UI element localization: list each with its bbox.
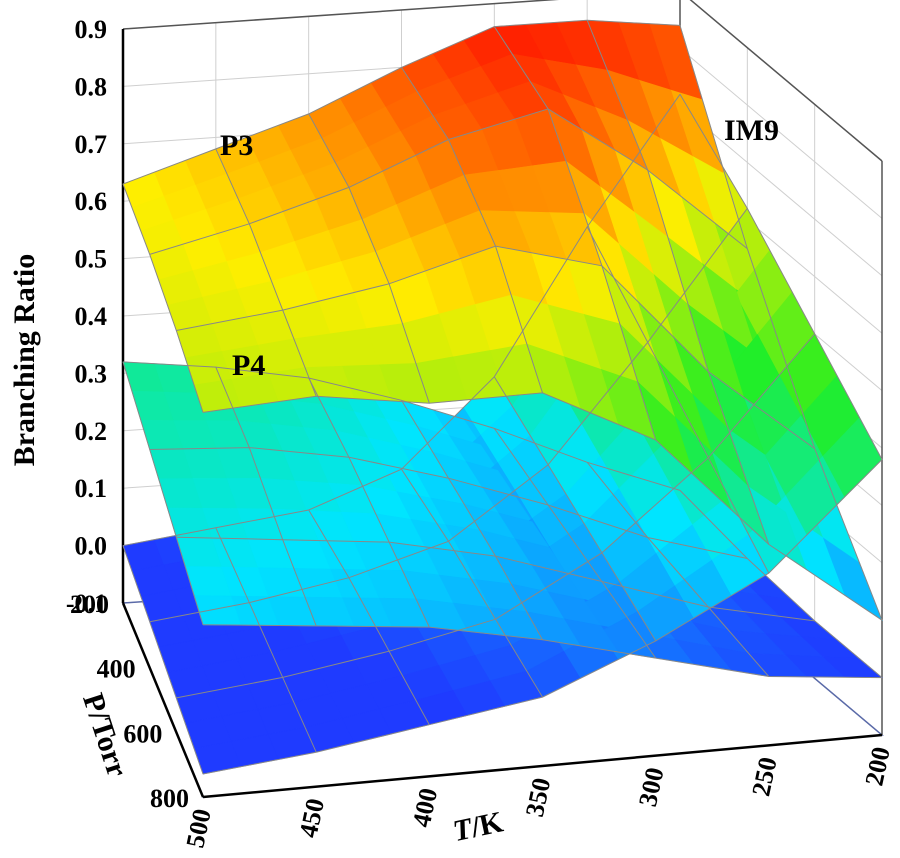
t-tick-label: 300 bbox=[633, 765, 669, 809]
mesh-line-p4 bbox=[202, 624, 883, 679]
frame-edge-top bbox=[122, 0, 883, 162]
mesh-line-p4 bbox=[149, 447, 748, 559]
t-tick-label: 450 bbox=[294, 796, 330, 840]
mesh-line-p4 bbox=[586, 461, 770, 677]
series-label-p3: P3 bbox=[220, 129, 253, 162]
z-tick-label: 0.2 bbox=[75, 417, 108, 446]
mesh-line-im9 bbox=[679, 94, 883, 460]
z-tick-label: 0.9 bbox=[75, 15, 108, 44]
p-tick-label: 400 bbox=[97, 655, 136, 684]
mesh-line-im9 bbox=[308, 509, 430, 725]
mesh-line-p3 bbox=[176, 245, 815, 450]
mesh-line-im9 bbox=[122, 94, 681, 547]
mesh-line-p4 bbox=[308, 377, 430, 628]
mesh-line-p3 bbox=[202, 392, 883, 621]
mesh-line-p3 bbox=[586, 20, 770, 545]
mesh-line-im9 bbox=[122, 545, 204, 775]
x-axis-title-unit: /K bbox=[467, 805, 506, 844]
p-tick-label: 600 bbox=[123, 719, 162, 748]
mesh-line-p4 bbox=[493, 428, 657, 659]
mesh-line-p4 bbox=[401, 400, 543, 640]
mesh-line-p4 bbox=[176, 536, 815, 622]
mesh-line-p3 bbox=[308, 113, 430, 404]
series-labels: P3 P4 IM9 bbox=[220, 114, 779, 382]
mesh-line-p4 bbox=[215, 366, 317, 627]
series-label-p4: P4 bbox=[232, 349, 265, 382]
mesh-line-p3 bbox=[122, 183, 204, 413]
mesh-line-im9 bbox=[176, 333, 816, 699]
mesh-line-im9 bbox=[586, 226, 770, 574]
mesh-line-p3 bbox=[215, 148, 317, 397]
z-tick-label: 0.1 bbox=[75, 474, 108, 503]
p-axis-line bbox=[121, 602, 205, 798]
series-label-im9: IM9 bbox=[724, 114, 779, 147]
mesh-line-p3 bbox=[679, 25, 883, 621]
surfaces bbox=[122, 19, 883, 775]
z-tick-label: 0.6 bbox=[75, 187, 108, 216]
p-tick-label: 200 bbox=[70, 590, 109, 619]
t-tick-label: 250 bbox=[746, 755, 782, 799]
z-tick-label: 0.8 bbox=[75, 72, 108, 101]
t-axis-line bbox=[202, 733, 883, 799]
z-tick-label: 0.4 bbox=[75, 302, 108, 331]
z-tick-label: 0.5 bbox=[75, 245, 108, 274]
mesh-line-p3 bbox=[493, 26, 657, 441]
z-tick-label: -0.1 bbox=[66, 589, 107, 618]
mesh-line-im9 bbox=[149, 208, 748, 623]
z-tick-label: 0.7 bbox=[75, 130, 108, 159]
mesh-line-p3 bbox=[122, 19, 681, 185]
z-tick-label: 0.0 bbox=[75, 532, 108, 561]
p-tick-label: 800 bbox=[150, 784, 189, 813]
mesh-line-p4 bbox=[122, 361, 204, 625]
mesh-line-im9 bbox=[202, 459, 883, 775]
t-tick-label: 200 bbox=[859, 744, 895, 788]
z-tick-label: 0.3 bbox=[75, 359, 108, 388]
t-tick-label: 350 bbox=[520, 775, 556, 819]
mesh-line-im9 bbox=[401, 468, 543, 698]
x-axis-title: T/K bbox=[450, 805, 506, 848]
z-axis-title: Branching Ratio bbox=[8, 254, 41, 467]
mesh-line-p3 bbox=[401, 67, 543, 394]
mesh-line-im9 bbox=[215, 527, 317, 753]
mesh-line-p3 bbox=[149, 108, 748, 255]
mesh-line-p4 bbox=[122, 361, 681, 491]
mesh-line-p4 bbox=[679, 490, 883, 678]
t-tick-label: 400 bbox=[407, 786, 443, 830]
mesh-line-im9 bbox=[493, 376, 657, 642]
